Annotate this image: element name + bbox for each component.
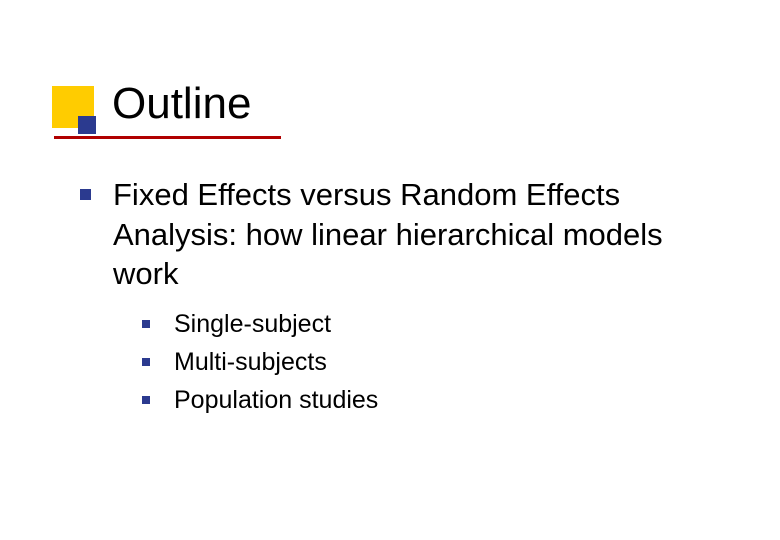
title-underline: [54, 136, 281, 139]
square-bullet-icon: [142, 358, 150, 366]
square-bullet-icon: [142, 396, 150, 404]
square-bullet-icon: [80, 189, 91, 200]
bullet-lvl2: Multi-subjects: [142, 346, 720, 380]
body-content: Fixed Effects versus Random Effects Anal…: [80, 175, 720, 421]
bullet-lvl2-group: Single-subject Multi-subjects Population…: [80, 308, 720, 417]
blue-square-icon: [78, 116, 96, 134]
slide-title: Outline: [112, 80, 712, 128]
slide: Outline Fixed Effects versus Random Effe…: [0, 0, 780, 540]
bullet-lvl1: Fixed Effects versus Random Effects Anal…: [80, 175, 720, 294]
bullet-lvl2-text: Multi-subjects: [174, 346, 327, 380]
bullet-lvl2-text: Population studies: [174, 384, 378, 418]
bullet-lvl1-text: Fixed Effects versus Random Effects Anal…: [113, 175, 720, 294]
bullet-lvl2-text: Single-subject: [174, 308, 331, 342]
title-container: Outline: [112, 80, 712, 128]
bullet-lvl2: Population studies: [142, 384, 720, 418]
bullet-lvl2: Single-subject: [142, 308, 720, 342]
square-bullet-icon: [142, 320, 150, 328]
